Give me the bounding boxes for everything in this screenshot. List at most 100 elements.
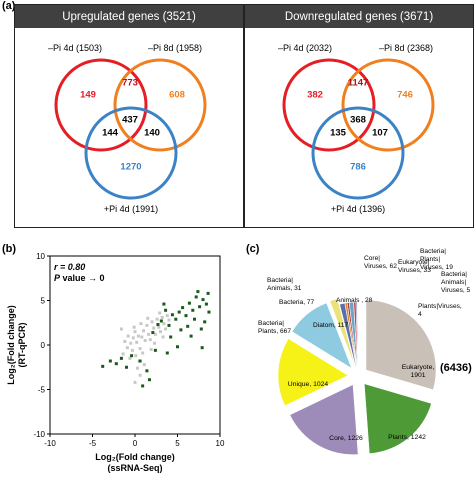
data-point-green <box>125 365 128 369</box>
data-point-green <box>200 346 204 350</box>
data-point-green <box>193 317 196 321</box>
panel-label-c: (c) <box>246 243 260 255</box>
venn-title-upregulated: Upregulated genes (3521) <box>15 5 243 28</box>
data-point-gray <box>130 348 134 352</box>
venn-count-only-a: 382 <box>307 89 323 101</box>
data-point-gray <box>145 323 149 327</box>
data-point-gray <box>140 335 144 339</box>
scatter-plot: -10 -5 0 5 10 -10 -5 0 5 10 r = 0.80P value → 0 Log… <box>6 252 225 473</box>
data-point-green <box>101 364 105 368</box>
data-point-gray <box>155 317 159 321</box>
data-point-green <box>165 351 169 355</box>
data-point-gray <box>135 340 139 344</box>
data-point-green <box>147 378 151 382</box>
y-tick-label: 5 <box>41 297 46 306</box>
pie-label-core: Core, 1226 <box>329 435 363 442</box>
pie-label-core-viruses: Core| Viruses, 62 <box>364 255 397 270</box>
data-point-gray <box>160 315 164 319</box>
data-point-green <box>179 328 183 332</box>
data-point-green <box>170 313 174 317</box>
data-point-gray <box>152 326 156 330</box>
pie-label-bacteria-plants-viruses: Bacteria| Plants| Viruses, 19 <box>420 248 453 271</box>
data-point-green <box>141 384 145 388</box>
panel-label-a: (a) <box>2 0 16 12</box>
venn-count-only-c: 1270 <box>120 161 142 173</box>
data-point-gray <box>147 332 151 336</box>
data-point-green <box>156 323 160 327</box>
pie-label-bacteria-animals: Bacteria| Animals, 31 <box>267 277 302 292</box>
data-point-green <box>191 308 195 312</box>
data-point-green <box>174 317 178 321</box>
pie-label-plants-viruses: Plants|Viruses, 4 <box>418 303 462 318</box>
venn-circle-minus-pi-4d <box>282 58 376 152</box>
data-point-green <box>187 301 191 305</box>
pie-slice-3 <box>277 338 349 407</box>
x-tick-label: 5 <box>175 439 180 448</box>
pie-slice-4 <box>291 302 353 369</box>
x-tick-label: -10 <box>44 439 56 448</box>
venn-label-c: +Pi 4d (1991) <box>103 204 159 214</box>
venn-count-only-b: 746 <box>397 89 413 101</box>
venn-panel-downregulated: Downregulated genes (3671) –Pi 4d (2032)… <box>244 4 474 228</box>
data-point-gray <box>132 325 136 329</box>
pie-label-bacteria-plants: Bacteria| Plants, 667 <box>258 320 291 335</box>
data-point-gray <box>134 354 138 358</box>
venn-count-ac: 135 <box>330 127 346 139</box>
data-point-green <box>199 327 203 331</box>
data-point-green <box>177 310 181 314</box>
venn-count-only-b: 608 <box>169 89 185 101</box>
x-tick-label: -5 <box>89 439 97 448</box>
data-point-gray <box>142 329 145 333</box>
data-point-green <box>196 290 200 294</box>
pie-label-unique: Unique, 1024 <box>287 381 329 388</box>
data-point-gray <box>167 318 171 322</box>
data-point-green <box>138 359 142 363</box>
venn-panel-upregulated: Upregulated genes (3521) –Pi 4d (1503) –… <box>14 4 244 228</box>
venn-label-b: –Pi 8d (2368) <box>378 43 434 53</box>
data-point-gray <box>162 322 166 326</box>
data-point-gray <box>131 336 135 340</box>
data-point-gray <box>128 356 132 360</box>
venn-label-b: –Pi 8d (1958) <box>147 43 203 53</box>
data-point-gray <box>133 330 137 334</box>
x-tick-label: 0 <box>133 439 138 448</box>
pie-slice-2 <box>289 384 359 455</box>
x-tick-label: 10 <box>216 439 225 448</box>
data-point-gray <box>165 314 169 318</box>
data-point-green <box>194 295 198 299</box>
data-point-green <box>203 320 207 324</box>
data-point-green <box>108 359 112 363</box>
venn-count-ac: 144 <box>102 127 118 139</box>
data-point-gray <box>143 339 147 343</box>
data-point-gray <box>126 334 130 338</box>
data-point-green <box>207 310 211 314</box>
data-point-green <box>159 319 163 323</box>
data-point-gray <box>153 332 157 336</box>
pie-label-bacteria: Bacteria, 77 <box>279 299 315 306</box>
data-point-gray <box>146 316 150 320</box>
data-point-gray <box>150 320 154 324</box>
pie-slice-0 <box>365 299 437 391</box>
data-point-gray <box>136 366 140 370</box>
pie-label-plants: Plants, 1242 <box>388 434 426 441</box>
data-point-gray <box>149 347 153 351</box>
panel-label-b: (b) <box>2 243 17 255</box>
venn-count-abc: 368 <box>350 114 366 126</box>
y-tick-label: -5 <box>38 386 46 395</box>
venn-count-bc: 140 <box>144 127 160 139</box>
y-axis-label: Log₂(Fold change) <box>6 305 16 385</box>
venn-count-abc: 437 <box>122 114 138 126</box>
data-point-green <box>206 291 210 295</box>
venn-circle-plus-pi-4d <box>311 106 405 200</box>
venn-label-c: +Pi 4d (1396) <box>330 204 386 214</box>
data-point-green <box>184 314 188 318</box>
venn-circles-upregulated <box>54 58 207 200</box>
venn-title-downregulated: Downregulated genes (3671) <box>245 5 473 28</box>
data-point-gray <box>133 380 137 384</box>
data-point-gray <box>138 373 142 377</box>
data-point-gray <box>148 338 152 342</box>
data-point-gray <box>158 311 162 315</box>
venn-circle-minus-pi-4d <box>54 58 148 152</box>
data-point-green <box>167 323 171 327</box>
x-axis-label-sub: (ssRNA-Seq) <box>107 463 162 473</box>
